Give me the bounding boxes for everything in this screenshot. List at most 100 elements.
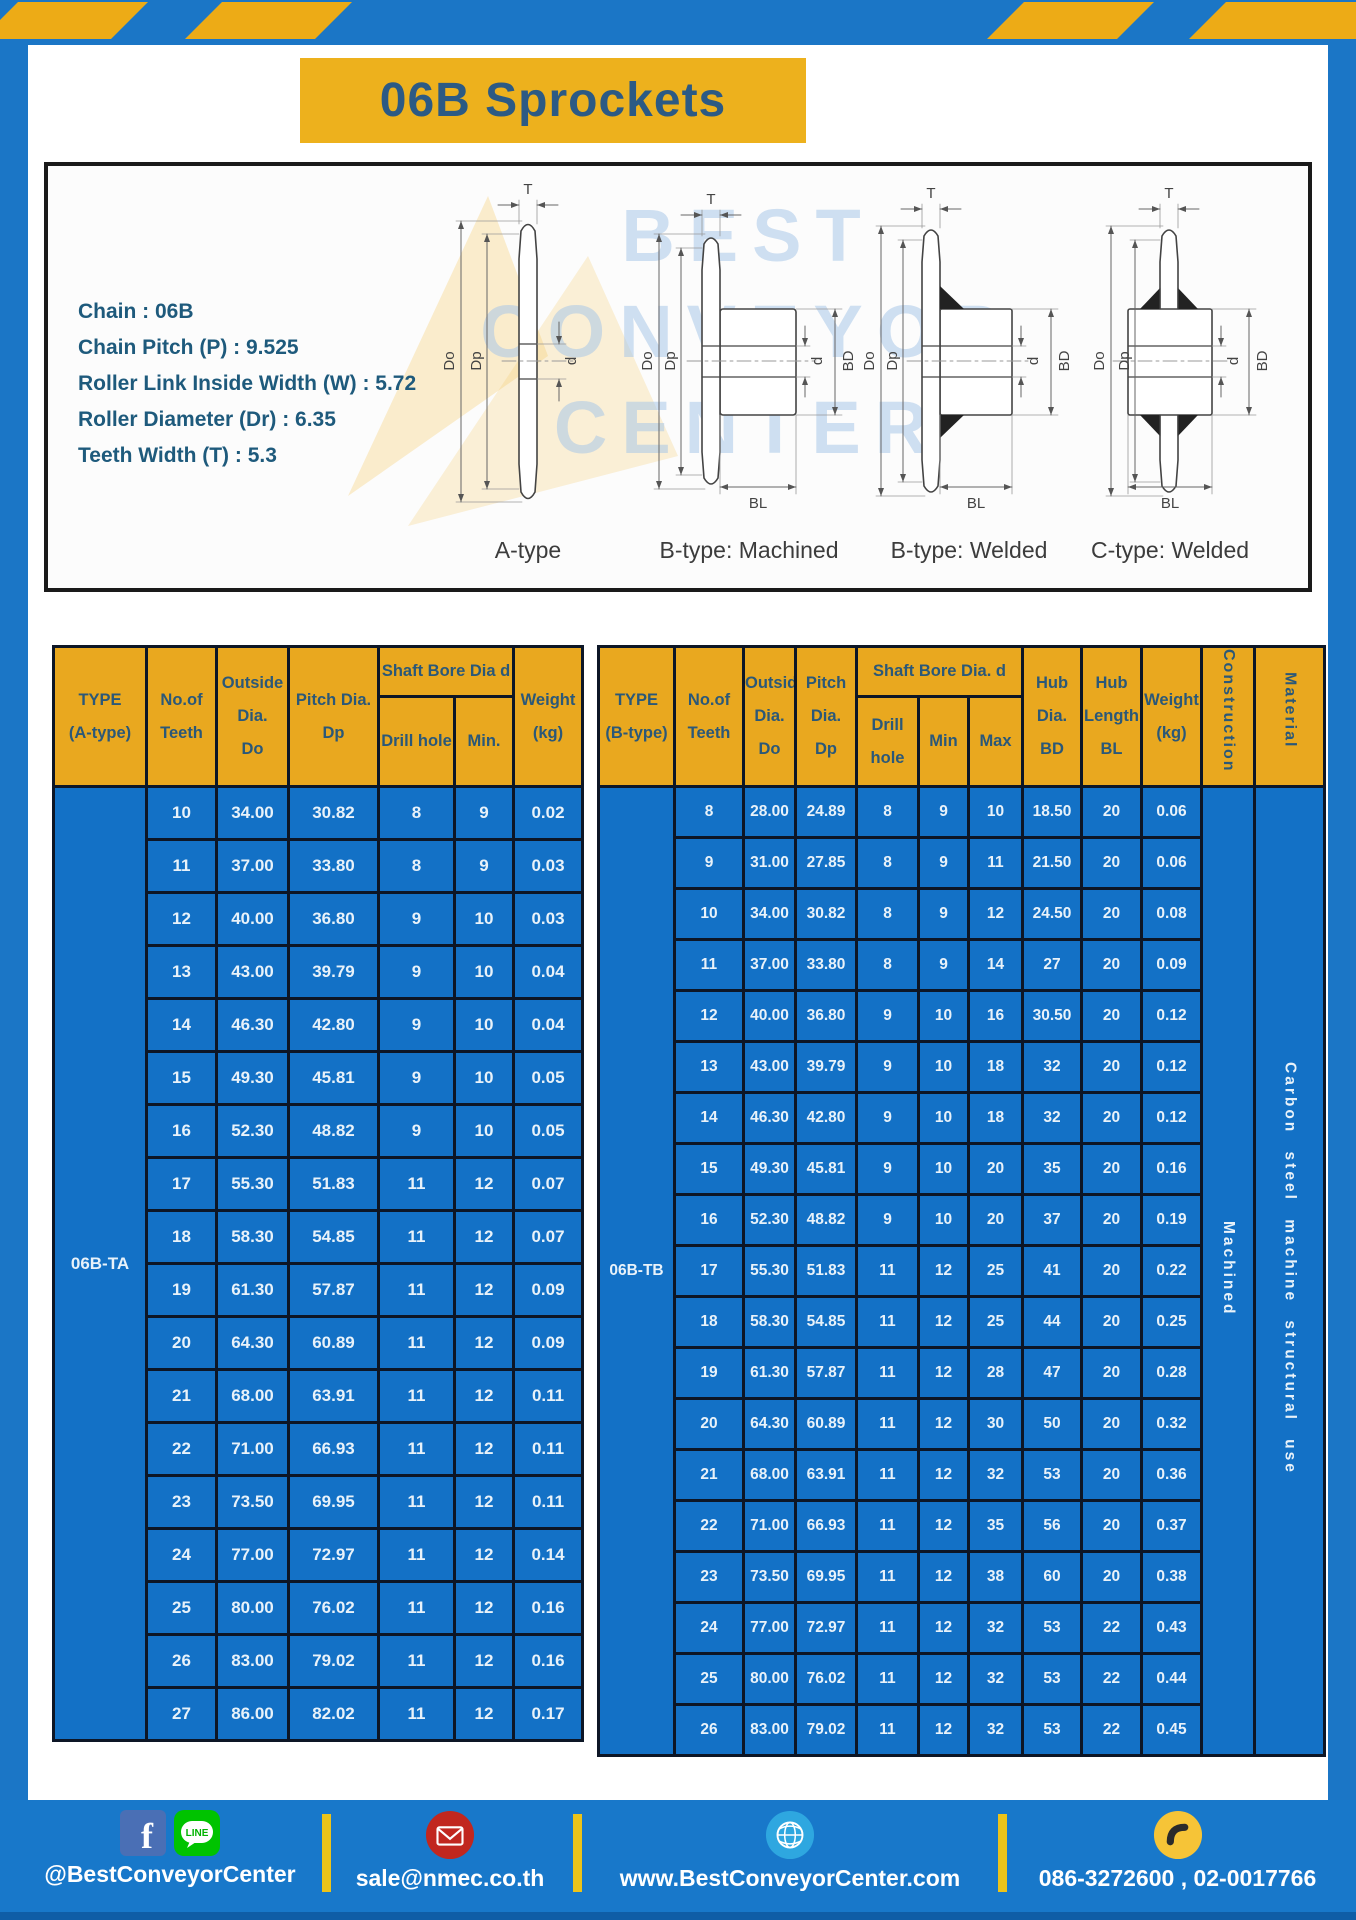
column-header-weight: Weight (kg) [512, 645, 585, 788]
dim-label-bd: BD [840, 350, 857, 371]
phone-icon[interactable] [1153, 1810, 1203, 1860]
table-cell: 22 [145, 1421, 218, 1477]
table-cell: 20 [1080, 1193, 1143, 1247]
diagram-label: C-type: Welded [1091, 537, 1249, 563]
table-cell: 12 [452, 1368, 516, 1424]
table-cell: 53 [1021, 1703, 1083, 1757]
table-cell: 0.04 [512, 997, 585, 1053]
table-cell: 11 [855, 1550, 920, 1604]
table-cell: 57.87 [794, 1346, 858, 1400]
dim-label-bl: BL [749, 495, 767, 512]
table-cell: 0.11 [512, 1368, 585, 1424]
table-cell: 0.25 [1140, 1295, 1203, 1349]
table-cell: 13 [673, 1040, 745, 1094]
table-cell: 45.81 [794, 1142, 858, 1196]
table-cell: 24 [145, 1527, 218, 1583]
diagram-b-type-welded: T Do Dp d BD [861, 185, 1073, 563]
table-cell: 23 [145, 1474, 218, 1530]
table-cell: 32 [1021, 1040, 1083, 1094]
table-cell: 32 [967, 1652, 1024, 1706]
table-cell: 16 [967, 989, 1024, 1043]
table-cell: 12 [917, 1448, 970, 1502]
column-header-pitch-dia: Pitch Dia. Dp [287, 645, 380, 788]
table-cell: 14 [673, 1091, 745, 1145]
phone-text[interactable]: 086-3272600 , 02-0017766 [1038, 1865, 1317, 1891]
spec-line: Roller Link Inside Width (W) : 5.72 [78, 372, 417, 395]
column-header-material-label: Material [1281, 672, 1299, 749]
table-cell: 30.82 [287, 785, 380, 841]
table-cell: 35 [967, 1499, 1024, 1553]
table-cell: 0.07 [512, 1156, 585, 1212]
table-cell: 19 [673, 1346, 745, 1400]
table-cell: 14 [145, 997, 218, 1053]
dim-label-do: Do [441, 351, 458, 370]
table-cell: 73.50 [215, 1474, 290, 1530]
table-cell: 21 [145, 1368, 218, 1424]
table-cell: 0.44 [1140, 1652, 1203, 1706]
email-icon[interactable] [425, 1810, 475, 1860]
table-cell: 0.16 [512, 1633, 585, 1689]
table-cell: 25 [967, 1244, 1024, 1298]
table-cell: 46.30 [215, 997, 290, 1053]
diagram-label: B-type: Machined [660, 537, 839, 563]
table-cell: 20 [1080, 887, 1143, 941]
table-cell: 33.80 [287, 838, 380, 894]
column-header-teeth: No.of Teeth [673, 645, 745, 788]
table-cell: 42.80 [287, 997, 380, 1053]
page-title: 06B Sprockets [379, 74, 727, 127]
table-cell: 10 [452, 1050, 516, 1106]
table-cell: 0.03 [512, 838, 585, 894]
column-header-pitch-dia: Pitch Dia. Dp [794, 645, 858, 788]
footer-divider [322, 1814, 331, 1892]
table-cell: 38 [967, 1550, 1024, 1604]
table-cell: 0.37 [1140, 1499, 1203, 1553]
table-cell: 48.82 [794, 1193, 858, 1247]
table-cell: 73.50 [742, 1550, 797, 1604]
table-cell: 11 [377, 1156, 456, 1212]
table-cell: 61.30 [215, 1262, 290, 1318]
table-cell: 34.00 [742, 887, 797, 941]
column-header-drill-hole: Drill hole [855, 695, 920, 788]
table-cell: 20 [1080, 785, 1143, 839]
email-text[interactable]: sale@nmec.co.th [355, 1865, 545, 1891]
table-cell: 22 [673, 1499, 745, 1553]
table-cell: 0.32 [1140, 1397, 1203, 1451]
table-cell: 0.05 [512, 1103, 585, 1159]
table-cell: 0.02 [512, 785, 585, 841]
column-header-construction: Construction [1200, 645, 1256, 788]
website-text[interactable]: www.BestConveyorCenter.com [619, 1865, 961, 1891]
facebook-icon[interactable]: f [120, 1810, 166, 1856]
table-cell: 68.00 [742, 1448, 797, 1502]
column-header-min: Min. [452, 695, 516, 788]
table-cell: 0.43 [1140, 1601, 1203, 1655]
table-cell: 0.12 [1140, 1040, 1203, 1094]
table-cell: 37 [1021, 1193, 1083, 1247]
globe-icon[interactable] [765, 1810, 815, 1860]
table-cell: 13 [145, 944, 218, 1000]
type-cell: 06B-TA [52, 785, 148, 1742]
table-cell: 72.97 [794, 1601, 858, 1655]
table-cell: 60 [1021, 1550, 1083, 1604]
table-cell: 8 [855, 887, 920, 941]
footer-email-section: sale@nmec.co.th [335, 1810, 565, 1892]
table-cell: 41 [1021, 1244, 1083, 1298]
dim-label-d: d [1225, 357, 1242, 365]
table-cell: 12 [673, 989, 745, 1043]
table-cell: 9 [855, 1091, 920, 1145]
vert-val material-val: Carbon steel machine structural use [1253, 785, 1326, 1757]
table-cell: 43.00 [215, 944, 290, 1000]
table-cell: 11 [377, 1527, 456, 1583]
line-app-icon[interactable]: LINE [174, 1810, 220, 1856]
table-cell: 0.45 [1140, 1703, 1203, 1757]
dim-label-bd: BD [1056, 350, 1073, 371]
table-cell: 10 [145, 785, 218, 841]
table-cell: 11 [377, 1474, 456, 1530]
spec-line: Chain Pitch (P) : 9.525 [78, 336, 299, 359]
table-cell: 52.30 [742, 1193, 797, 1247]
sprocket-diagrams: T Do Dp d [441, 181, 1271, 563]
table-cell: 82.02 [287, 1686, 380, 1742]
table-cell: 8 [855, 938, 920, 992]
social-handle-text[interactable]: @BestConveyorCenter [44, 1861, 296, 1887]
table-cell: 0.05 [512, 1050, 585, 1106]
table-cell: 10 [917, 1142, 970, 1196]
